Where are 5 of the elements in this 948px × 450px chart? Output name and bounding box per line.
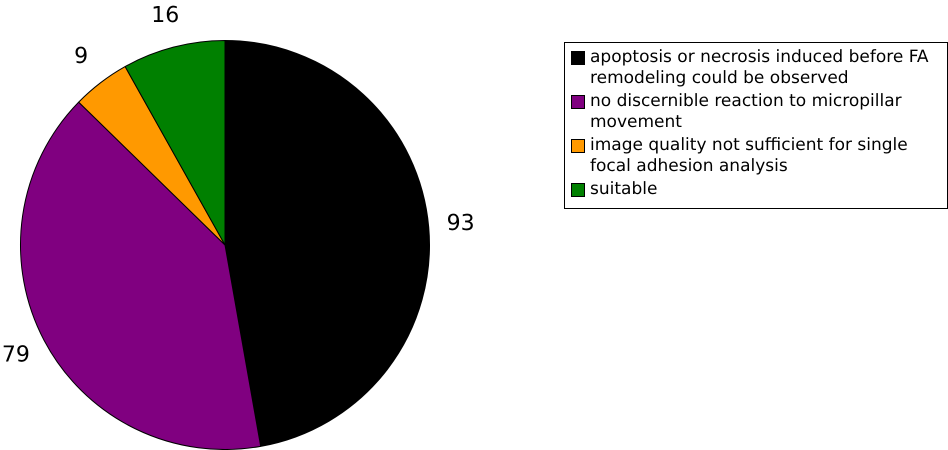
data-label: 16 [151,2,180,28]
legend-label: suitable [590,179,658,200]
data-label: 9 [74,44,88,69]
data-label: 79 [2,342,30,368]
data-label: 93 [446,211,475,236]
